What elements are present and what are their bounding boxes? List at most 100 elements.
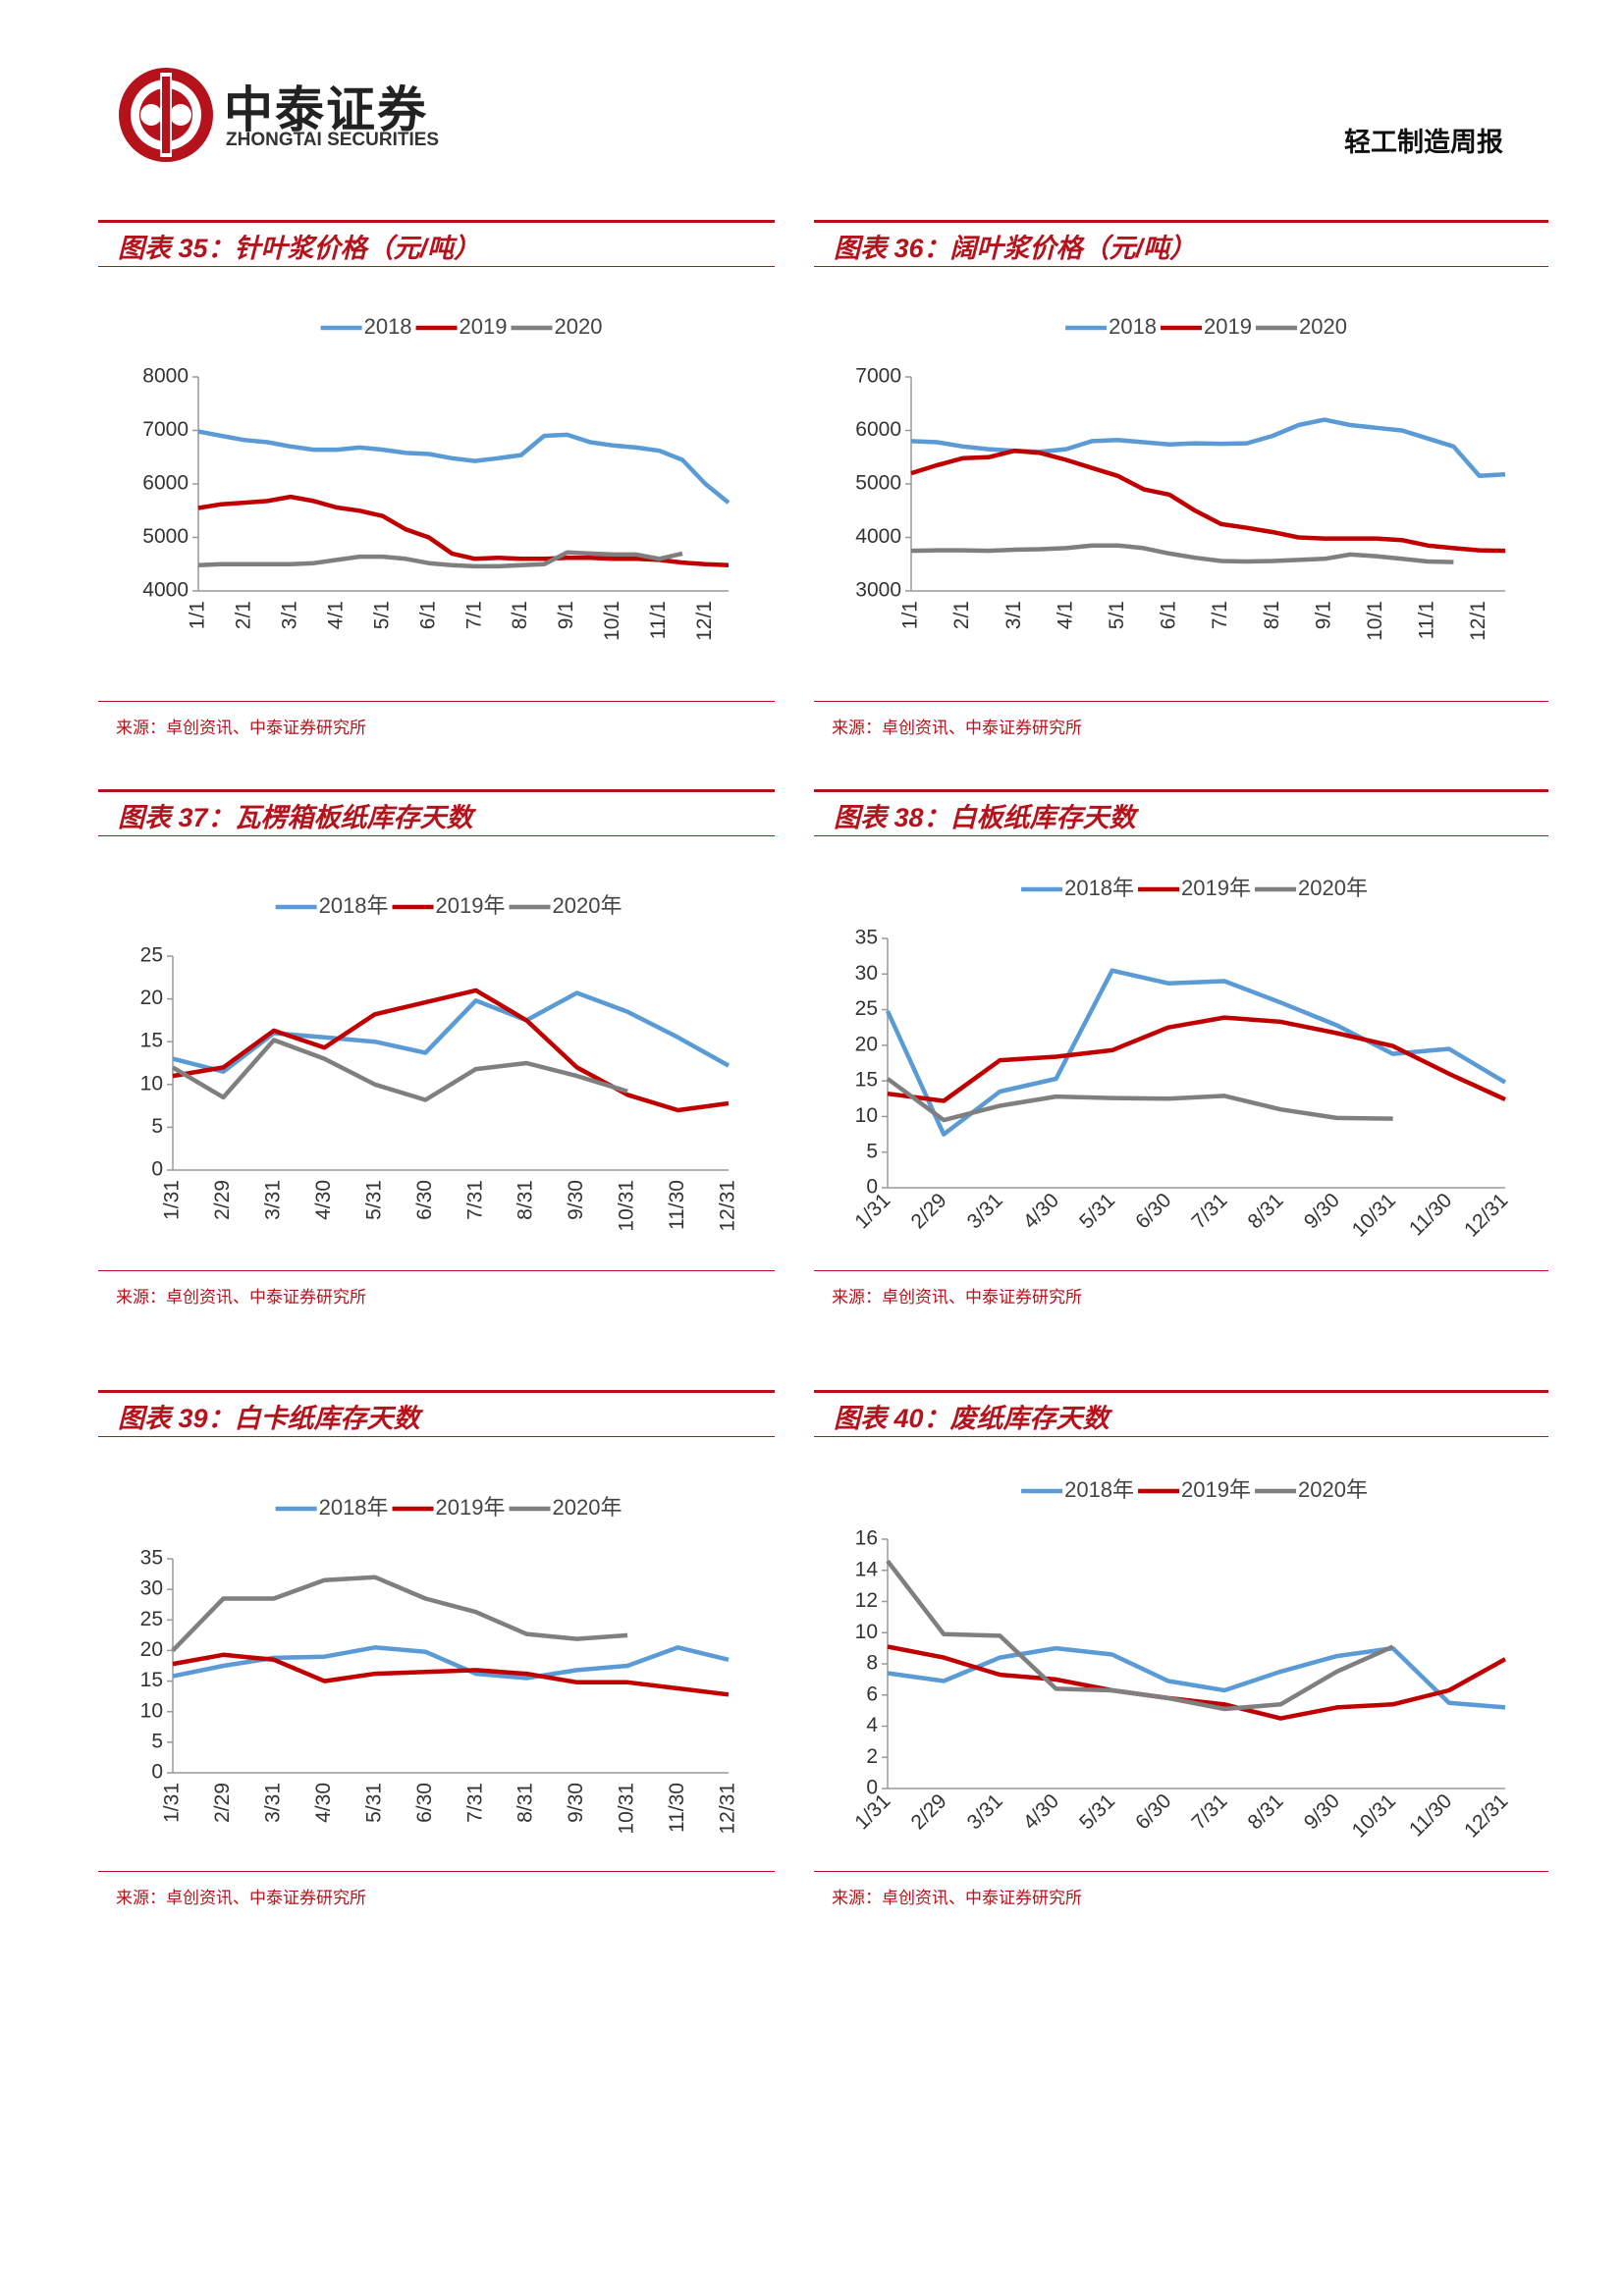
chart: 0 2 4 6 8 10 12 14 16 1/31 2/29 3/31 4/30 5/31 6/30 7/3… xyxy=(850,1477,1512,1842)
y-tick-label: 16 xyxy=(855,1527,878,1550)
x-tick-label: 2/29 xyxy=(211,1783,234,1823)
y-tick-label: 0 xyxy=(151,1158,163,1181)
chart-title: 图表 37：瓦楞箱板纸库存天数 xyxy=(118,803,473,832)
x-tick-label: 11/30 xyxy=(666,1180,688,1230)
y-tick-label: 12 xyxy=(855,1589,878,1612)
x-tick-label: 8/31 xyxy=(1244,1189,1288,1233)
x-tick-label: 7/31 xyxy=(463,1180,486,1220)
x-tick-label: 3/31 xyxy=(261,1783,284,1823)
x-tick-label: 10/31 xyxy=(616,1180,638,1232)
x-tick-label: 5/31 xyxy=(1075,1789,1119,1834)
x-tick-label: 1/31 xyxy=(161,1783,184,1823)
y-tick-label: 15 xyxy=(855,1069,878,1092)
legend-label: 2018年 xyxy=(319,1495,389,1520)
legend-label: 2019年 xyxy=(436,1495,506,1520)
x-tick-label: 12/1 xyxy=(693,601,716,641)
x-tick-label: 9/1 xyxy=(1312,601,1334,629)
legend-label: 2019年 xyxy=(1181,876,1251,900)
legend-label: 2018年 xyxy=(319,893,389,918)
y-tick-label: 10 xyxy=(855,1621,878,1643)
y-tick-label: 0 xyxy=(866,1777,878,1799)
y-tick-label: 8 xyxy=(866,1652,878,1675)
y-tick-label: 0 xyxy=(866,1176,878,1199)
rule xyxy=(98,789,775,792)
y-tick-label: 6 xyxy=(866,1682,878,1705)
x-tick-label: 6/1 xyxy=(416,601,439,629)
x-tick-label: 11/1 xyxy=(1416,601,1438,639)
x-tick-label: 12/31 xyxy=(1460,1189,1512,1241)
rule xyxy=(98,1871,775,1872)
legend-label: 2018 xyxy=(1109,314,1157,339)
x-tick-label: 2/29 xyxy=(906,1789,950,1834)
x-tick-label: 4/30 xyxy=(1019,1789,1063,1834)
y-tick-label: 8000 xyxy=(142,365,189,388)
y-tick-label: 4 xyxy=(866,1714,878,1736)
chart-title: 图表 40：废纸库存天数 xyxy=(834,1404,1110,1433)
x-tick-label: 9/30 xyxy=(1300,1189,1344,1233)
series-line xyxy=(197,494,730,568)
x-tick-label: 3/1 xyxy=(1002,601,1025,629)
legend: 2018年 2019年 2020年 xyxy=(1021,876,1368,900)
x-tick-label: 5/31 xyxy=(362,1783,385,1823)
x-tick-label: 12/31 xyxy=(717,1783,739,1835)
series-line xyxy=(887,1644,1507,1721)
legend-label: 2018年 xyxy=(1064,1477,1134,1502)
logo-icon xyxy=(119,68,213,162)
x-tick-label: 2/29 xyxy=(906,1189,950,1233)
legend: 2018年 2019年 2020年 xyxy=(275,893,622,918)
logo-subtext: ZHONGTAI SECURITIES xyxy=(226,130,440,150)
x-tick-label: 1/1 xyxy=(187,601,209,629)
y-tick-label: 4000 xyxy=(142,579,189,602)
y-tick-label: 10 xyxy=(140,1699,163,1722)
source-note: 来源：卓创资讯、中泰证券研究所 xyxy=(832,719,1082,737)
y-tick-label: 4000 xyxy=(855,525,901,548)
x-tick-label: 5/1 xyxy=(1106,601,1128,629)
chart-panel: 图表 39：白卡纸库存天数 来源：卓创资讯、中泰证券研究所 0 5 10 15 20 25 30… xyxy=(98,1390,775,1910)
y-tick-label: 5000 xyxy=(142,525,189,548)
x-tick-label: 11/1 xyxy=(647,601,670,639)
rule xyxy=(814,1436,1548,1437)
x-tick-label: 12/31 xyxy=(1460,1789,1512,1842)
legend: 2018年 2019年 2020年 xyxy=(1021,1477,1368,1502)
rule xyxy=(98,701,775,702)
x-tick-label: 2/29 xyxy=(211,1180,234,1220)
y-tick-label: 5000 xyxy=(855,472,901,495)
y-tick-label: 20 xyxy=(140,1638,163,1661)
chart-panel: 图表 40：废纸库存天数 来源：卓创资讯、中泰证券研究所 0 2 4 6 8 10 12 14 16… xyxy=(814,1390,1548,1910)
x-tick-label: 4/1 xyxy=(1054,601,1076,629)
y-tick-label: 35 xyxy=(140,1547,163,1570)
series-line xyxy=(171,1038,628,1102)
series-line xyxy=(887,1645,1506,1710)
x-tick-label: 11/30 xyxy=(1405,1189,1456,1240)
chart: 0 5 10 15 20 25 30 35 1/31 2/29 3/31 4/30 5/31 6/30 7/… xyxy=(140,1495,739,1835)
y-tick-label: 15 xyxy=(140,1030,163,1052)
rule xyxy=(98,1270,775,1271)
x-tick-label: 5/31 xyxy=(1075,1189,1119,1233)
y-tick-label: 25 xyxy=(140,944,163,967)
series-line xyxy=(197,550,683,569)
source-note: 来源：卓创资讯、中泰证券研究所 xyxy=(832,1288,1082,1307)
y-tick-label: 5 xyxy=(151,1115,163,1138)
series-line xyxy=(886,1559,1394,1712)
rule xyxy=(98,835,775,836)
rule xyxy=(814,701,1548,702)
legend-label: 2019 xyxy=(1204,314,1252,339)
x-tick-label: 4/1 xyxy=(324,601,347,629)
series-line xyxy=(172,1645,730,1681)
y-tick-label: 2 xyxy=(866,1745,878,1768)
legend-label: 2019 xyxy=(460,314,508,339)
x-tick-label: 2/1 xyxy=(950,601,973,629)
x-tick-label: 9/30 xyxy=(565,1783,587,1823)
y-tick-label: 6000 xyxy=(142,472,189,495)
legend-label: 2019年 xyxy=(1181,1477,1251,1502)
chart: 3000 4000 5000 6000 7000 1/1 2/1 3/1 4/1 5/1 6/1 7/… xyxy=(855,314,1506,641)
y-tick-label: 7000 xyxy=(142,418,189,441)
legend: 2018 2019 2020 xyxy=(320,314,602,339)
x-tick-label: 1/31 xyxy=(850,1789,894,1834)
legend: 2018 2019 2020 xyxy=(1065,314,1347,339)
x-tick-label: 1/31 xyxy=(850,1189,894,1233)
x-tick-label: 7/1 xyxy=(462,601,485,629)
x-tick-label: 3/31 xyxy=(261,1180,284,1220)
logo-text: 中泰证券 xyxy=(224,82,428,137)
